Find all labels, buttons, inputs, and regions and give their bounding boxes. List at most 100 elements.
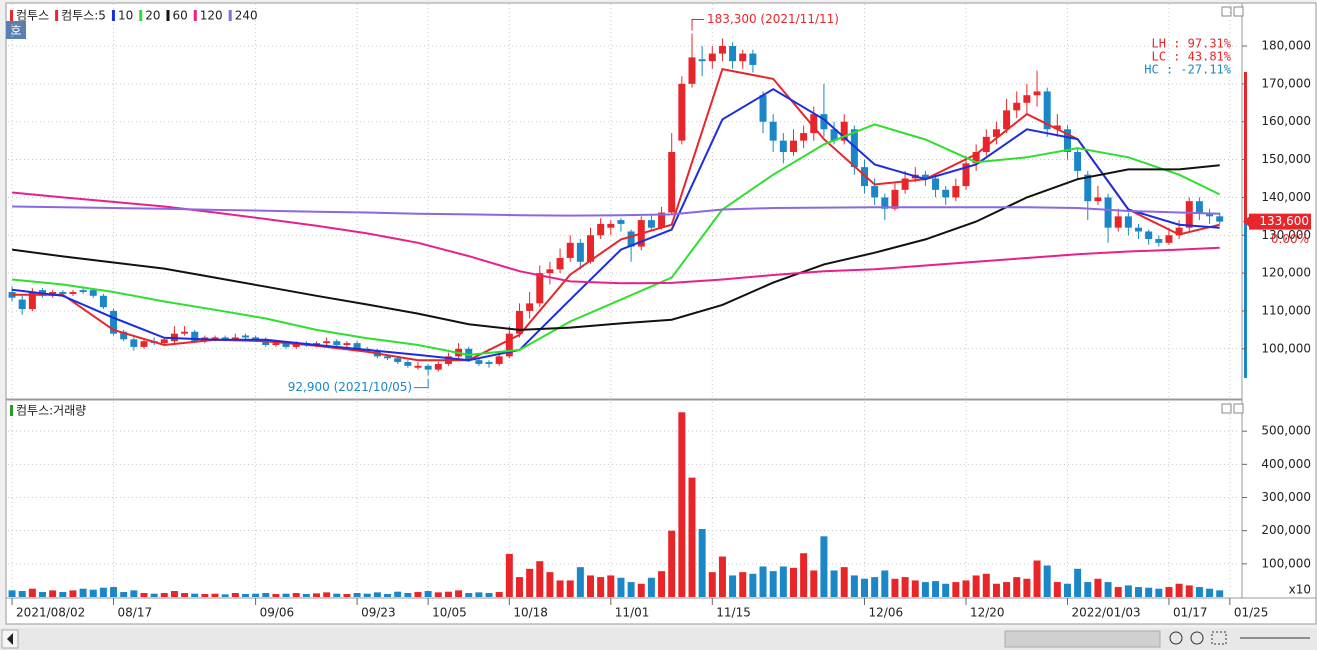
candle-body: [323, 341, 331, 344]
y-tick-label: 100,000: [1261, 556, 1311, 570]
volume-bar: [455, 590, 463, 597]
y-tick-label: 100,000: [1261, 341, 1311, 355]
volume-bar: [1013, 577, 1021, 597]
candle-body: [820, 114, 828, 130]
candle-body: [881, 197, 889, 209]
candle-body: [830, 129, 838, 141]
ma-line: [11, 164, 1220, 331]
candle-body: [424, 365, 432, 370]
volume-bar: [313, 593, 321, 597]
candle-body: [394, 358, 402, 363]
candle-body: [769, 121, 777, 141]
candle-body: [89, 290, 97, 296]
candle-body: [1195, 201, 1203, 213]
price-tag-pointer: [1243, 216, 1249, 227]
volume-bar: [241, 594, 249, 597]
volume-bar: [181, 593, 189, 597]
candle-body: [1206, 212, 1214, 217]
y-tick-label: 170,000: [1261, 76, 1311, 90]
volume-bar: [363, 593, 371, 597]
volume-bar: [921, 582, 929, 597]
badge: 호: [10, 24, 21, 38]
price-tag: [1249, 213, 1311, 230]
volume-bar: [749, 573, 757, 597]
volume-bar: [901, 577, 909, 597]
volume-bar: [353, 593, 361, 597]
legend-marker: [166, 10, 170, 21]
volume-bar: [891, 578, 899, 597]
stat-label: LH : 97.31%: [1152, 37, 1232, 51]
volume-bar: [1195, 587, 1203, 597]
candle-body: [952, 186, 960, 198]
candle-body: [982, 136, 990, 152]
legend-marker: [139, 10, 143, 21]
candle-body: [69, 292, 77, 294]
candle-body: [1043, 91, 1051, 130]
y-tick-label: 200,000: [1261, 523, 1311, 537]
stat-label: HC : -27.11%: [1144, 63, 1231, 77]
legend-label: 20: [145, 9, 160, 23]
ma-line: [11, 88, 1220, 362]
candle-body: [282, 343, 290, 347]
volume-bar: [952, 582, 960, 597]
y-tick-label: 110,000: [1261, 303, 1311, 317]
volume-bar: [576, 567, 584, 597]
zoom-out[interactable]: [1169, 631, 1183, 645]
unit-label: x10: [1289, 583, 1311, 597]
volume-panel: [5, 399, 1243, 599]
volume-bar: [110, 587, 118, 597]
zoom-in[interactable]: [1190, 631, 1204, 645]
volume-bar: [972, 575, 980, 597]
volume-bar: [1216, 590, 1224, 597]
candle-body: [140, 341, 148, 347]
x-tick-label: 11/15: [716, 606, 751, 620]
panel-button[interactable]: [1221, 403, 1232, 414]
x-tick-label: 01/17: [1173, 606, 1208, 620]
y-tick-label: 130,000: [1261, 228, 1311, 242]
candle-body: [79, 290, 87, 293]
volume-bar: [373, 592, 381, 597]
panel-button[interactable]: [1233, 6, 1244, 17]
candle-body: [495, 356, 503, 364]
x-tick-label: 10/18: [513, 606, 548, 620]
volume-bar: [69, 590, 77, 597]
volume-bar: [333, 593, 341, 597]
candle-body: [404, 362, 412, 366]
x-tick-label: 12/20: [970, 606, 1005, 620]
y-tick-label: 400,000: [1261, 457, 1311, 471]
range-bar-up: [1244, 72, 1247, 222]
volume-bar: [231, 593, 239, 597]
legend-label: 240: [235, 9, 258, 23]
x-tick-label: 10/05: [432, 606, 467, 620]
volume-bar: [759, 566, 767, 597]
candle-body: [272, 343, 280, 346]
volume-bar: [150, 593, 158, 597]
candle-body: [1003, 110, 1011, 130]
scroll-thumb[interactable]: [1004, 630, 1161, 648]
volume-bar: [1206, 588, 1214, 597]
volume-bar: [1175, 583, 1183, 597]
candle-body: [231, 337, 239, 340]
fit[interactable]: [1211, 631, 1227, 645]
candle-body: [992, 129, 1000, 137]
candle-body: [921, 174, 929, 179]
x-tick-label: 2022/01/03: [1071, 606, 1140, 620]
volume-bar: [191, 593, 199, 597]
candle-body: [627, 231, 635, 247]
volume-bar: [465, 593, 473, 597]
volume-bar: [160, 593, 168, 597]
legend-label: 컴투스:5: [61, 9, 106, 23]
volume-bar: [211, 593, 219, 597]
candle-body: [708, 53, 716, 62]
legend-marker: [10, 10, 13, 21]
volume-bar: [881, 570, 889, 597]
volume-bar: [302, 594, 310, 597]
volume-bar: [1023, 578, 1031, 597]
candle-body: [932, 178, 940, 190]
volume-bar: [698, 529, 706, 597]
panel-button[interactable]: [1233, 403, 1244, 414]
panel-button[interactable]: [1221, 6, 1232, 17]
volume-bar: [718, 556, 726, 597]
candle-body: [1104, 197, 1112, 228]
candle-body: [668, 151, 676, 213]
